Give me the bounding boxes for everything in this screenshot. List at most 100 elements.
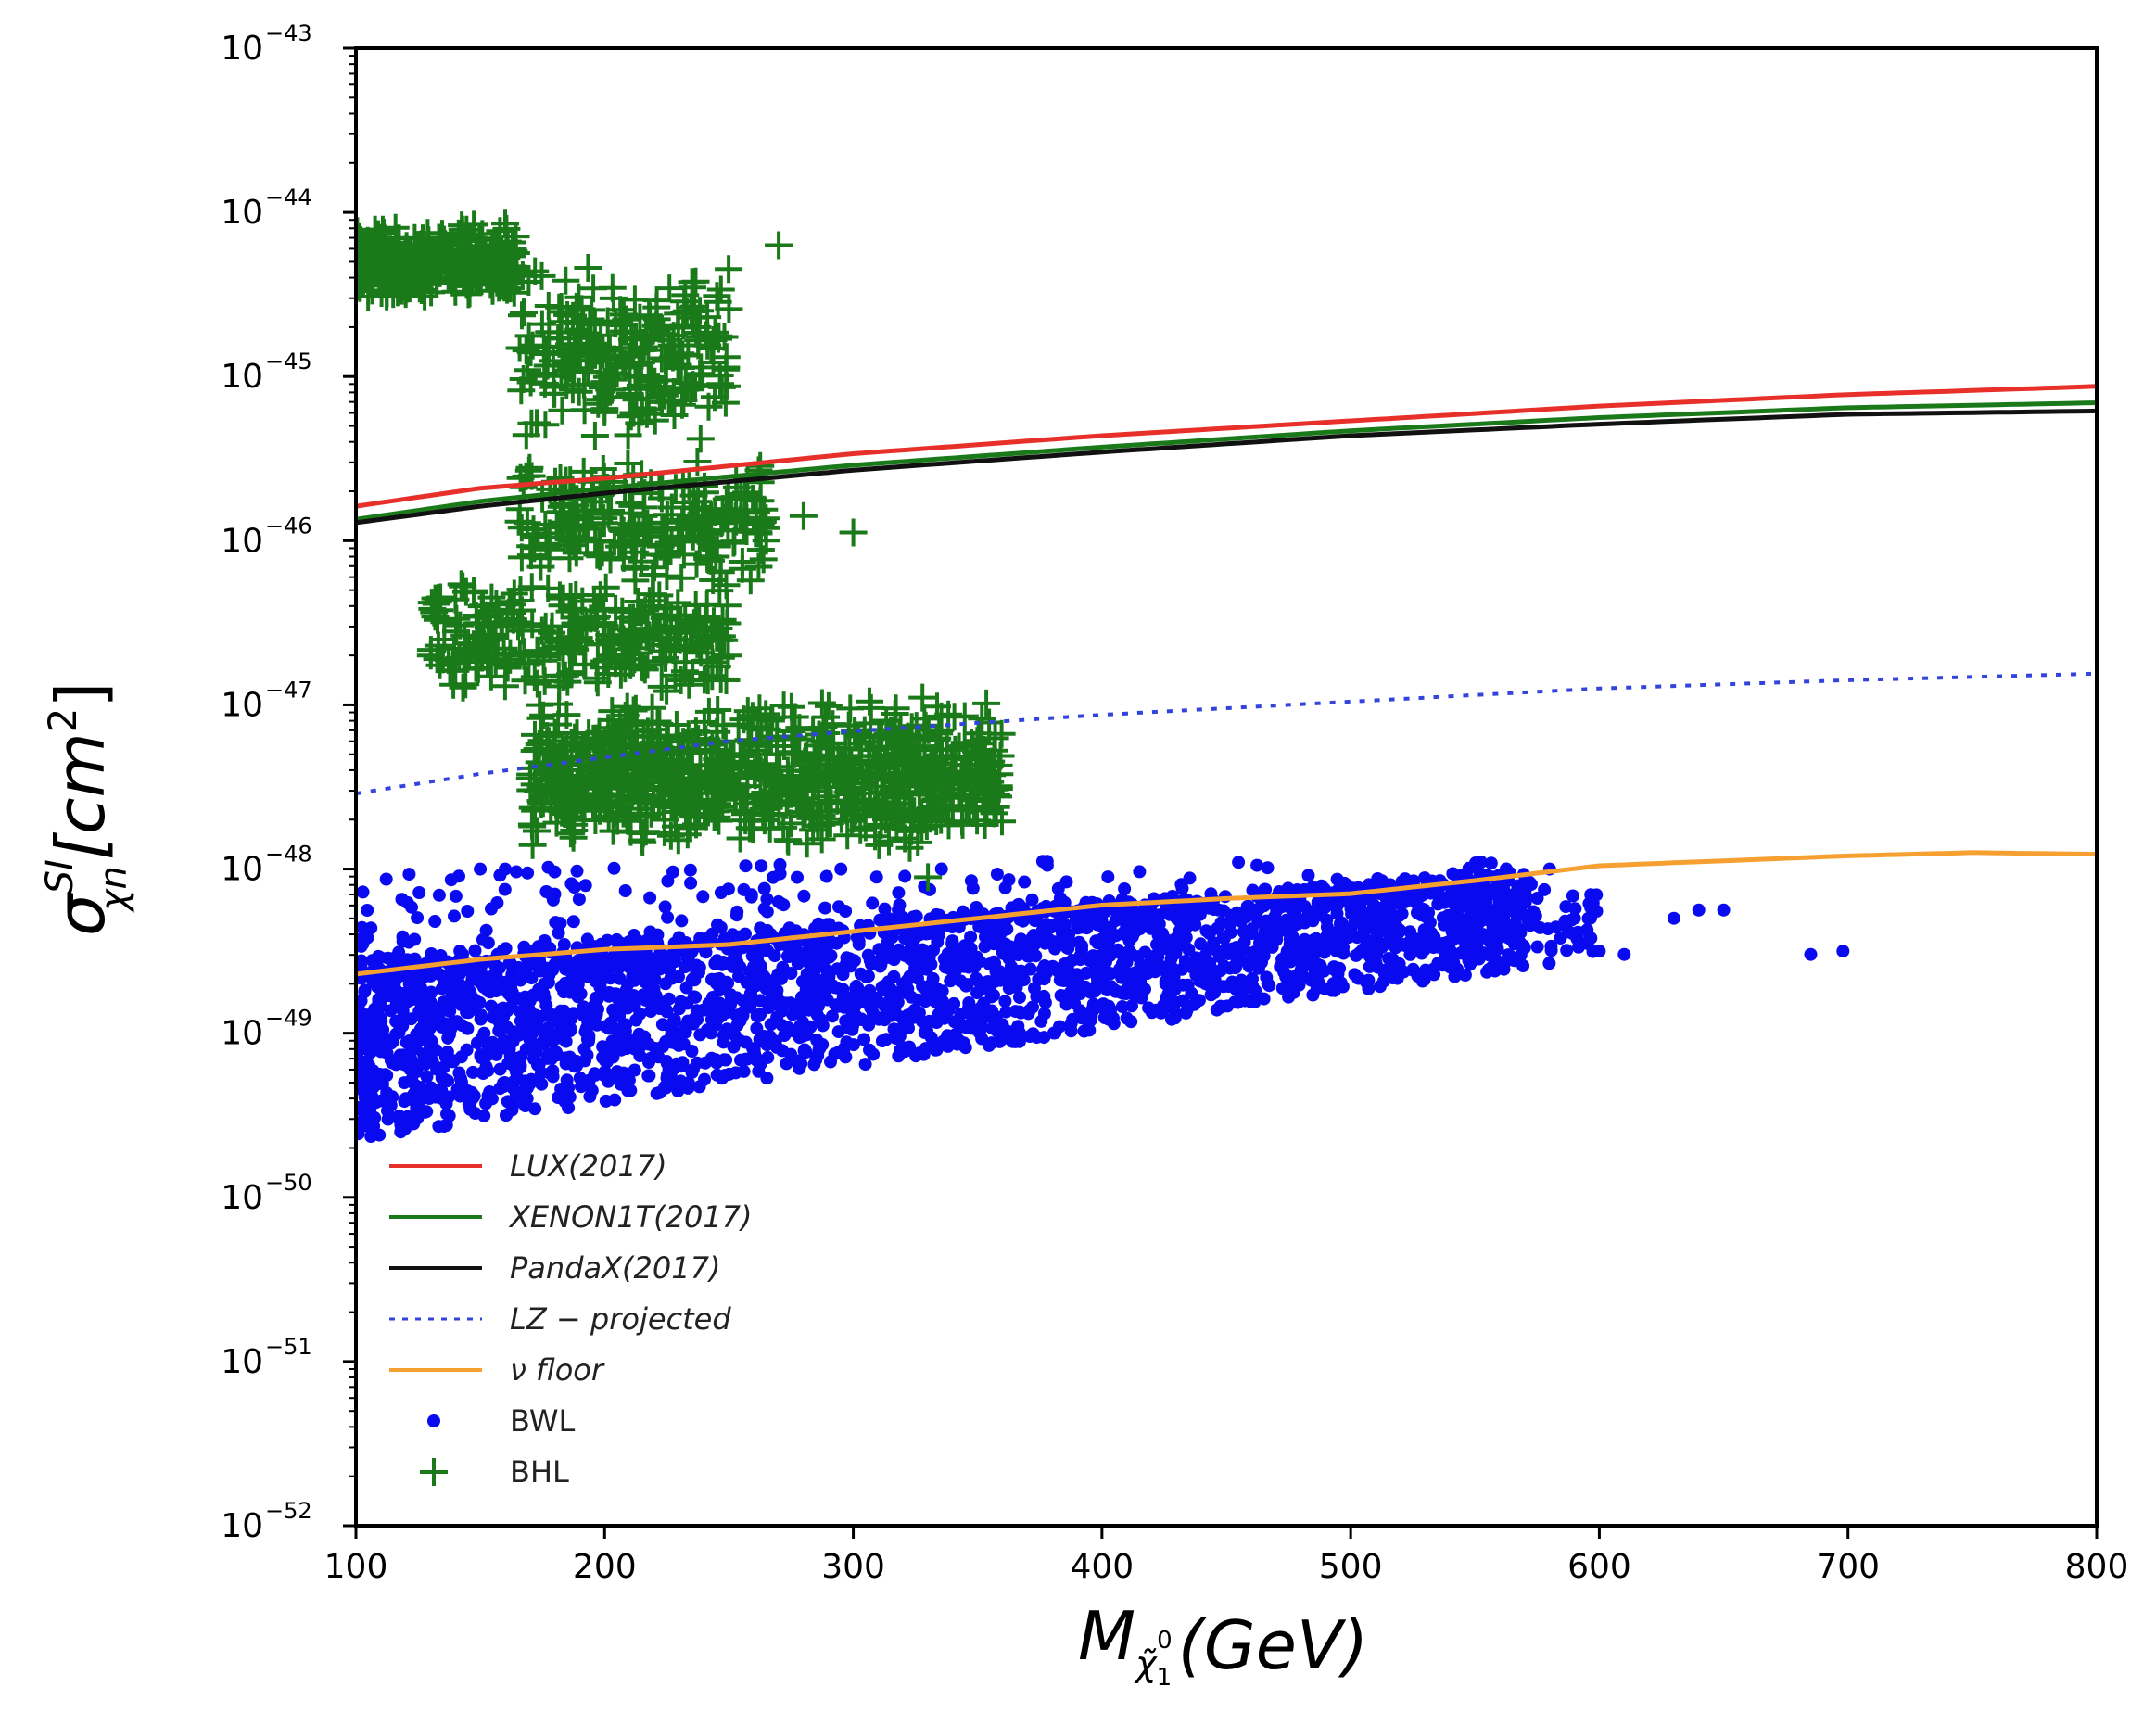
bwl-point [868, 955, 881, 969]
bwl-point [505, 968, 519, 982]
bwl-point [523, 1033, 537, 1046]
bwl-point [880, 1033, 894, 1046]
bwl-point [435, 1061, 449, 1075]
bwl-point [658, 900, 672, 914]
bwl-point [1025, 893, 1039, 907]
bwl-point [1012, 970, 1026, 984]
bwl-point [944, 974, 958, 988]
x-tick-label: 500 [1319, 1548, 1383, 1586]
bwl-point [881, 935, 894, 949]
bwl-point [1124, 946, 1138, 960]
bwl-point [481, 1089, 495, 1103]
bwl-point [868, 996, 881, 1010]
bwl-point [425, 947, 438, 960]
plot-area [356, 209, 2097, 1143]
bwl-point [1584, 932, 1598, 945]
bwl-point [455, 1019, 469, 1033]
bwl-point [803, 957, 817, 970]
bwl-point [1146, 920, 1160, 933]
bwl-point [1363, 941, 1376, 955]
bwl-point [698, 1072, 711, 1086]
bwl-point [361, 1119, 374, 1133]
bwl-point [1232, 856, 1246, 869]
y-tick-label: 10 [221, 1343, 263, 1381]
bwl-point [381, 1104, 394, 1118]
bwl-point [497, 1080, 511, 1094]
bwl-point [1250, 858, 1264, 872]
bwl-point [1168, 1011, 1182, 1025]
bwl-point [755, 859, 768, 873]
bwl-point [733, 930, 747, 944]
bwl-point [1592, 945, 1606, 958]
bwl-point [859, 970, 873, 983]
bwl-point [710, 1068, 724, 1082]
bwl-point [432, 1120, 446, 1134]
bwl-point [1351, 913, 1365, 927]
bwl-point [1075, 939, 1089, 953]
bwl-point [470, 1036, 484, 1050]
bwl-point [364, 1130, 378, 1143]
bwl-point [894, 947, 908, 961]
bwl-point [1034, 1014, 1048, 1028]
bwl-point [1463, 903, 1477, 917]
bwl-point [356, 1039, 369, 1053]
bwl-point [1542, 957, 1556, 970]
bwl-point [453, 1089, 467, 1103]
bwl-point [831, 1025, 845, 1039]
bwl-point [1238, 994, 1252, 1008]
bwl-point [1432, 893, 1446, 906]
bwl-point [1211, 921, 1224, 935]
bwl-point [1150, 937, 1163, 951]
bwl-point [939, 953, 953, 967]
bwl-point [399, 1053, 412, 1067]
bwl-point [452, 968, 466, 982]
bwl-point [893, 1029, 907, 1043]
bhl-series [356, 209, 1016, 892]
x-tick-label: 800 [2065, 1548, 2129, 1586]
bwl-point [429, 1043, 443, 1057]
bwl-point [770, 1041, 784, 1054]
bwl-point [672, 970, 685, 983]
bwl-point [999, 1005, 1013, 1019]
bwl-point [361, 904, 374, 917]
bwl-point [1048, 935, 1061, 949]
bwl-point [448, 909, 461, 923]
bwl-point [1493, 893, 1506, 907]
bwl-point [1836, 945, 1850, 958]
bwl-point [798, 947, 812, 960]
bwl-point [577, 1042, 591, 1056]
bwl-point [496, 983, 510, 996]
bwl-point [739, 859, 753, 873]
bwl-point [481, 1064, 495, 1078]
bwl-point [1283, 932, 1297, 946]
bwl-point [848, 1008, 862, 1022]
bwl-point [1223, 918, 1237, 931]
bwl-point [798, 1043, 812, 1057]
bwl-point [544, 887, 558, 901]
bwl-point [1317, 964, 1331, 978]
bwl-point [834, 862, 848, 876]
bwl-point [1369, 956, 1383, 970]
bwl-point [466, 1065, 479, 1079]
bwl-point [905, 990, 919, 1004]
bwl-point [1584, 901, 1598, 914]
bwl-point [499, 862, 512, 876]
bwl-point [1059, 997, 1073, 1011]
bwl-point [1301, 869, 1315, 882]
bwl-point [1217, 932, 1231, 945]
bwl-point [964, 874, 978, 888]
bwl-point [1448, 970, 1462, 983]
bwl-point [892, 886, 906, 900]
bwl-point [754, 967, 767, 981]
bwl-point [662, 951, 676, 965]
bwl-point [1362, 973, 1376, 987]
bwl-point [1040, 855, 1054, 869]
bwl-point [1271, 927, 1285, 941]
bwl-point [372, 949, 386, 963]
bwl-point [687, 971, 701, 985]
bwl-point [558, 976, 572, 990]
bwl-point [1418, 871, 1431, 885]
bwl-point [1192, 994, 1206, 1008]
bwl-point [1095, 951, 1109, 965]
bwl-point [357, 1107, 371, 1121]
